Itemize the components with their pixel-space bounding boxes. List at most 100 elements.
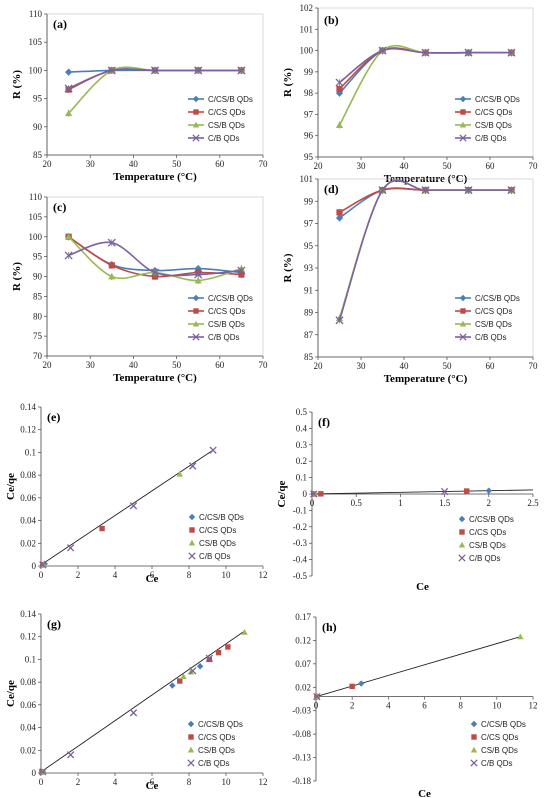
- y-tick-label: 110: [29, 9, 43, 19]
- data-point: [421, 48, 430, 57]
- x-tick-label: 70: [529, 161, 539, 171]
- data-point: [187, 668, 195, 675]
- data-point: [189, 462, 197, 470]
- y-tick-label: 0.1: [25, 447, 36, 457]
- legend-label: CS/B QDs: [208, 121, 245, 130]
- trend-line: [315, 636, 521, 698]
- legend-label: C/CS/B QDs: [199, 513, 244, 522]
- data-point: [194, 264, 202, 273]
- y-tick-label: 0.02: [20, 745, 36, 755]
- y-tick-label: 99: [304, 196, 314, 206]
- chart-panel-8: -0.18 -0.13 -0.08 -0.03 0.02 0.07 0.12 0.17 0 2 4 6…: [292, 612, 537, 798]
- y-tick-label: 97: [304, 219, 314, 229]
- y-tick-label: 87: [304, 330, 314, 340]
- x-tick-label: 0: [39, 777, 44, 787]
- y-tick-label: 0: [32, 561, 37, 571]
- x-tick-label: 10: [492, 701, 502, 711]
- x-tick-label: 50: [172, 159, 182, 169]
- data-point: [129, 502, 138, 510]
- y-tick-label: -0.5: [293, 571, 308, 581]
- x-tick-label: 4: [386, 701, 391, 711]
- legend-marker: [471, 734, 477, 740]
- legend-marker: [188, 552, 196, 560]
- y-tick-label: 100: [29, 65, 43, 75]
- legend-label: CS/B QDs: [198, 746, 235, 755]
- x-tick-label: 8: [187, 777, 192, 787]
- legend-label: C/CS QDs: [475, 307, 512, 316]
- x-tick-label: 20: [43, 159, 53, 169]
- legend-label: CS/B QDs: [199, 539, 236, 548]
- y-tick-label: 0.08: [20, 677, 36, 687]
- data-point: [107, 66, 116, 75]
- series-line: [68, 66, 242, 114]
- data-point: [65, 109, 73, 117]
- legend-marker: [188, 734, 194, 740]
- legend-marker: [188, 513, 196, 521]
- legend-marker: [188, 539, 196, 546]
- y-tick-label: 105: [29, 37, 43, 47]
- y-tick-label: 110: [29, 192, 43, 202]
- data-point: [507, 48, 516, 57]
- x-tick-label: 2.5: [527, 498, 539, 508]
- y-tick-label: 0.2: [296, 456, 307, 466]
- data-point: [107, 238, 116, 247]
- chart-panel-5: 0 0.02 0.04 0.06 0.08 0.1 0.12 0.14 0 2 4 6 8 10 12 Ce C…: [5, 402, 268, 585]
- y-tick-label: 100: [300, 46, 314, 56]
- x-tick-label: 8: [187, 570, 192, 580]
- x-tick-label: 2: [76, 570, 81, 580]
- x-tick-label: 50: [443, 361, 453, 371]
- data-point: [169, 682, 176, 689]
- x-tick-label: 60: [486, 161, 496, 171]
- legend-label: C/B QDs: [208, 333, 240, 342]
- y-axis-title: R (%): [282, 68, 294, 97]
- chart-panel-6: -0.5-0.4-0.3-0.2-0.100.10.20.30.40.50 0.5…: [276, 407, 539, 593]
- y-tick-label: 85: [33, 291, 43, 301]
- data-point: [440, 487, 449, 496]
- legend-marker: [192, 134, 200, 142]
- x-axis-title: Temperature (°C): [113, 171, 197, 183]
- legend-marker: [460, 308, 466, 314]
- y-tick-label: -0.1: [293, 505, 307, 515]
- legend-label: C/CS/B QDs: [198, 720, 243, 729]
- data-point: [358, 680, 365, 687]
- y-tick-label: -0.08: [292, 729, 311, 739]
- data-point: [318, 491, 324, 497]
- panel-label: (c): [53, 200, 66, 214]
- legend-label: C/B QDs: [208, 134, 240, 143]
- legend-marker: [458, 541, 466, 548]
- legend-marker: [459, 134, 467, 142]
- data-point: [194, 276, 202, 284]
- data-point: [66, 751, 75, 759]
- data-point: [206, 656, 213, 663]
- legend-label: C/CS/B QDs: [481, 720, 526, 729]
- y-tick-label: 95: [304, 241, 314, 251]
- data-point: [39, 561, 47, 569]
- y-tick-label: -0.4: [293, 555, 308, 565]
- y-tick-label: 93: [304, 263, 314, 273]
- legend-marker: [459, 294, 467, 302]
- legend-marker: [193, 308, 199, 314]
- legend-label: C/B QDs: [199, 552, 231, 561]
- x-tick-label: 0.5: [351, 498, 363, 508]
- trend-line: [311, 489, 534, 495]
- data-point: [225, 644, 231, 650]
- x-tick-label: 0: [314, 701, 319, 711]
- data-point: [150, 268, 160, 277]
- legend-marker: [470, 746, 478, 753]
- data-point: [241, 628, 248, 635]
- y-tick-label: 80: [33, 311, 43, 321]
- y-tick-label: 90: [33, 122, 43, 132]
- x-tick-label: 20: [314, 361, 324, 371]
- data-point: [151, 273, 159, 280]
- x-tick-label: 70: [529, 361, 539, 371]
- data-point: [129, 709, 138, 717]
- x-tick-label: 2: [350, 701, 355, 711]
- y-tick-label: 99: [304, 67, 314, 77]
- y-tick-label: 0.02: [295, 682, 311, 692]
- legend-label: C/CS/B QDs: [469, 515, 514, 524]
- data-point: [176, 470, 183, 477]
- y-axis-title: Ce/qe: [5, 680, 17, 707]
- legend-label: C/CS/B QDs: [208, 294, 253, 303]
- chart-panel-1: 85 90 95 100 105 110 20 30 40 50 60 70 Temperature (…: [11, 9, 268, 183]
